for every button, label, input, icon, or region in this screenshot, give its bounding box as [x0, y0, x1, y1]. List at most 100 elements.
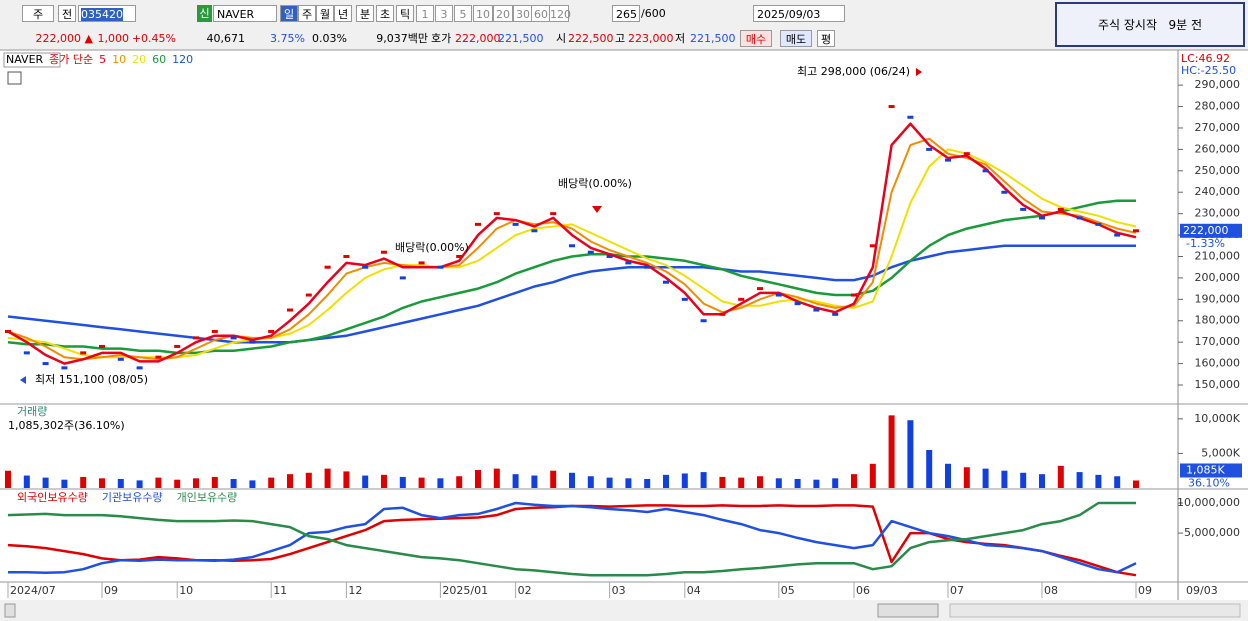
trade-button[interactable]: 매도 — [780, 30, 812, 47]
price-mark — [926, 147, 933, 151]
price-mark — [305, 293, 312, 297]
y-tick-label: 290,000 — [1195, 78, 1241, 91]
high-arrow — [916, 68, 922, 76]
price-mark — [1114, 233, 1121, 237]
stock-code[interactable]: 035420 — [78, 5, 136, 22]
price-mark — [1020, 207, 1027, 211]
period-button[interactable]: 년 — [334, 5, 352, 22]
price-mark — [80, 351, 87, 355]
period-button[interactable]: 초 — [376, 5, 394, 22]
price-mark — [757, 287, 763, 291]
volume-bar — [381, 474, 387, 488]
price-mark — [587, 250, 594, 254]
volume-bar — [287, 474, 293, 488]
volume-bar — [362, 475, 369, 488]
volume-bar — [230, 479, 237, 488]
zoom-controls[interactable] — [949, 603, 1241, 618]
interval-button[interactable]: 1 — [416, 5, 434, 22]
volume-bar — [1076, 472, 1083, 488]
current-volume: 1,085K — [1186, 463, 1225, 476]
price-mark — [42, 362, 49, 366]
x-tick-label: 12 — [348, 584, 362, 597]
open-label: 시 — [556, 32, 567, 45]
volume-bar — [5, 470, 11, 488]
price-mark — [475, 222, 481, 226]
price-mark — [644, 265, 651, 269]
volume-bar — [963, 467, 970, 488]
line — [7, 148, 1137, 359]
volume-summary: 1,085,302주(36.10%) — [8, 419, 125, 432]
y-tick-label: 240,000 — [1195, 185, 1241, 198]
play-controls[interactable] — [877, 603, 939, 618]
volume-bar — [587, 476, 594, 488]
x-tick-label: 10 — [179, 584, 193, 597]
period-button[interactable]: 주 — [298, 5, 316, 22]
volume-bar — [1039, 474, 1045, 488]
prev-button[interactable]: 전 — [58, 5, 76, 22]
x-tick-label: 06 — [856, 584, 870, 597]
price-mark — [23, 351, 30, 355]
x-tick-label: 03 — [612, 584, 626, 597]
volume-bar — [80, 476, 87, 488]
period-button[interactable]: 분 — [356, 5, 374, 22]
line — [7, 122, 1137, 365]
price-mark — [888, 105, 895, 109]
price-mark — [268, 329, 275, 333]
low: 221,500 — [690, 32, 736, 45]
price-mark — [418, 261, 425, 265]
y-tick-label: 260,000 — [1195, 142, 1241, 155]
low-label: 저 — [675, 32, 686, 45]
price-mark — [719, 312, 726, 316]
volume-bar — [456, 476, 463, 488]
trade-button[interactable]: 매수 — [740, 30, 772, 47]
price-mark — [832, 312, 839, 316]
scroll-left[interactable] — [4, 603, 16, 618]
legend-item: 20 — [132, 53, 146, 66]
price-mark — [569, 244, 575, 248]
volume-bar — [700, 472, 707, 488]
volume-bar — [757, 476, 763, 488]
turnover: 3.75% — [270, 32, 305, 45]
trade-button[interactable]: 평 — [817, 30, 835, 47]
change: 1,000 — [97, 32, 130, 45]
price-mark — [794, 302, 801, 306]
dividend-marker — [592, 206, 602, 213]
price-mark — [287, 308, 293, 312]
volume-bar — [437, 478, 444, 488]
x-tick-label: 09 — [104, 584, 118, 597]
price-mark — [155, 355, 162, 359]
line — [7, 244, 1136, 344]
period-button[interactable]: 월 — [316, 5, 334, 22]
current-volume-box — [1180, 463, 1242, 478]
y-tick-label: 10,000K — [1194, 412, 1240, 425]
volume-bar — [945, 463, 951, 488]
legend-item: 5 — [99, 53, 106, 66]
period-type[interactable]: 주 — [22, 5, 54, 22]
table-icon[interactable] — [7, 71, 22, 85]
y-tick-label: 5,000K — [1201, 446, 1240, 459]
legend-item: 개인보유수량 — [177, 491, 238, 504]
interval-button[interactable]: 5 — [454, 5, 472, 22]
price-mark — [963, 152, 970, 156]
x-tick-label: 07 — [950, 584, 964, 597]
count[interactable]: 265 — [612, 5, 640, 22]
date[interactable]: 2025/09/03 — [753, 5, 845, 22]
annotation: 최고 298,000 (06/24) — [797, 65, 910, 78]
interval-button[interactable]: 3 — [435, 5, 453, 22]
volume-bar — [211, 476, 218, 488]
x-end-label: 09/03 — [1186, 584, 1218, 597]
ask: 222,000 — [455, 32, 501, 45]
price-mark — [738, 297, 745, 301]
period-button[interactable]: 틱 — [396, 5, 414, 22]
period-button[interactable]: 일 — [280, 5, 298, 22]
interval-button[interactable]: 30 — [513, 5, 533, 22]
stock-name[interactable]: NAVER — [213, 5, 277, 22]
interval-button[interactable]: 60 — [531, 5, 551, 22]
price-mark — [1095, 222, 1102, 226]
volume: 40,671 — [206, 32, 246, 45]
y-tick-label: 270,000 — [1195, 121, 1241, 134]
interval-button[interactable]: 10 — [473, 5, 493, 22]
interval-button[interactable]: 20 — [493, 5, 513, 22]
interval-button[interactable]: 120 — [549, 5, 571, 22]
